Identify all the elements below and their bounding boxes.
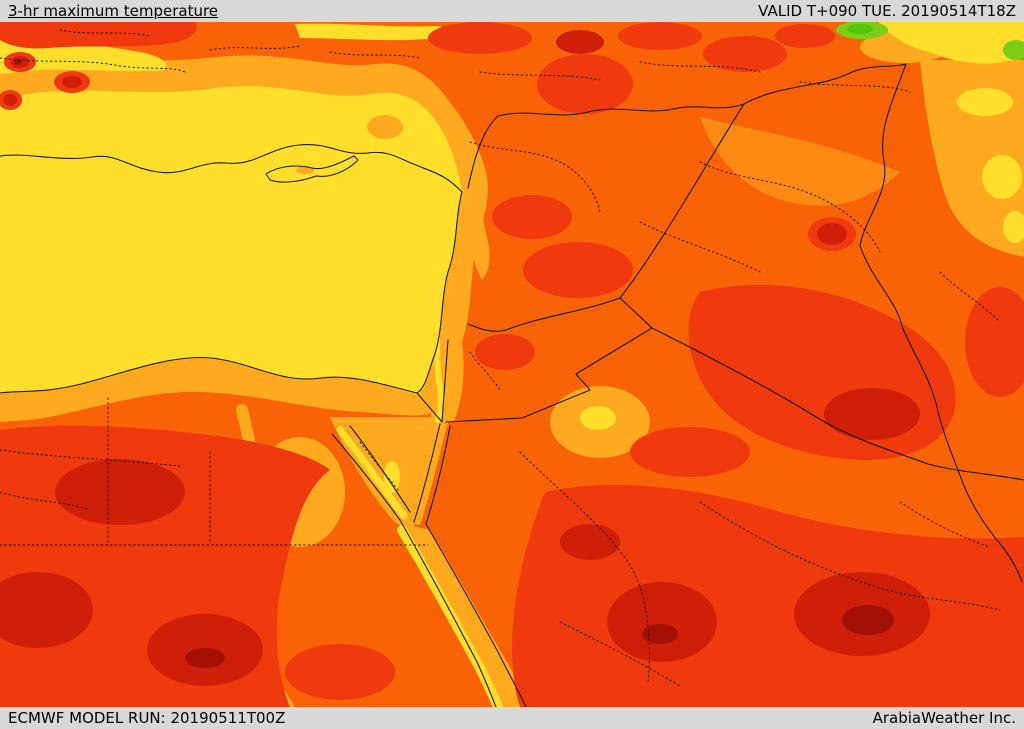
header-bar: 3-hr maximum temperature VALID T+090 TUE… (0, 0, 1024, 22)
turkey-iraq-border (743, 63, 907, 105)
iraq-saudi-border (651, 327, 1024, 481)
branding-label: ArabiaWeather Inc. (872, 709, 1016, 727)
country-borders (0, 63, 1024, 707)
gulf-of-suez-east-coast (349, 425, 411, 513)
red-sea-east-coast (425, 523, 527, 707)
levant-egypt-coastline (0, 191, 463, 394)
temperature-map (0, 22, 1024, 707)
cyprus-outline (265, 155, 359, 183)
turkey-south-coastline (0, 144, 463, 193)
maroon-areas (14, 59, 894, 668)
israel-jordan-border (441, 339, 449, 423)
temperature-shading-svg (0, 22, 1024, 707)
mediterranean-yellow-region (0, 86, 462, 395)
model-run-label: ECMWF MODEL RUN: 20190511T00Z (8, 709, 286, 727)
yellow-areas (0, 22, 1024, 707)
syria-jordan-border (467, 297, 621, 332)
valid-time-label: VALID T+090 TUE. 20190514T18Z (758, 2, 1016, 20)
footer-bar: ECMWF MODEL RUN: 20190511T00Z ArabiaWeat… (0, 707, 1024, 729)
egypt-israel-border (416, 392, 443, 423)
map-title: 3-hr maximum temperature (8, 2, 219, 20)
jordan-saudi-border (445, 297, 653, 423)
iraq-iran-border (859, 63, 1023, 583)
red-sea-west-coast (399, 519, 497, 707)
turkey-syria-border (467, 103, 745, 189)
orange-details-on-yellow (296, 115, 403, 174)
green-areas (836, 22, 1024, 60)
syria-iraq-border (619, 103, 745, 299)
gulf-of-aqaba-east-coast (425, 425, 451, 525)
dark-red-areas (0, 30, 930, 686)
admin-boundaries-dotted (0, 29, 1001, 687)
gulf-of-aqaba-west-coast (413, 423, 441, 523)
gulf-of-suez-west-coast (331, 433, 401, 521)
